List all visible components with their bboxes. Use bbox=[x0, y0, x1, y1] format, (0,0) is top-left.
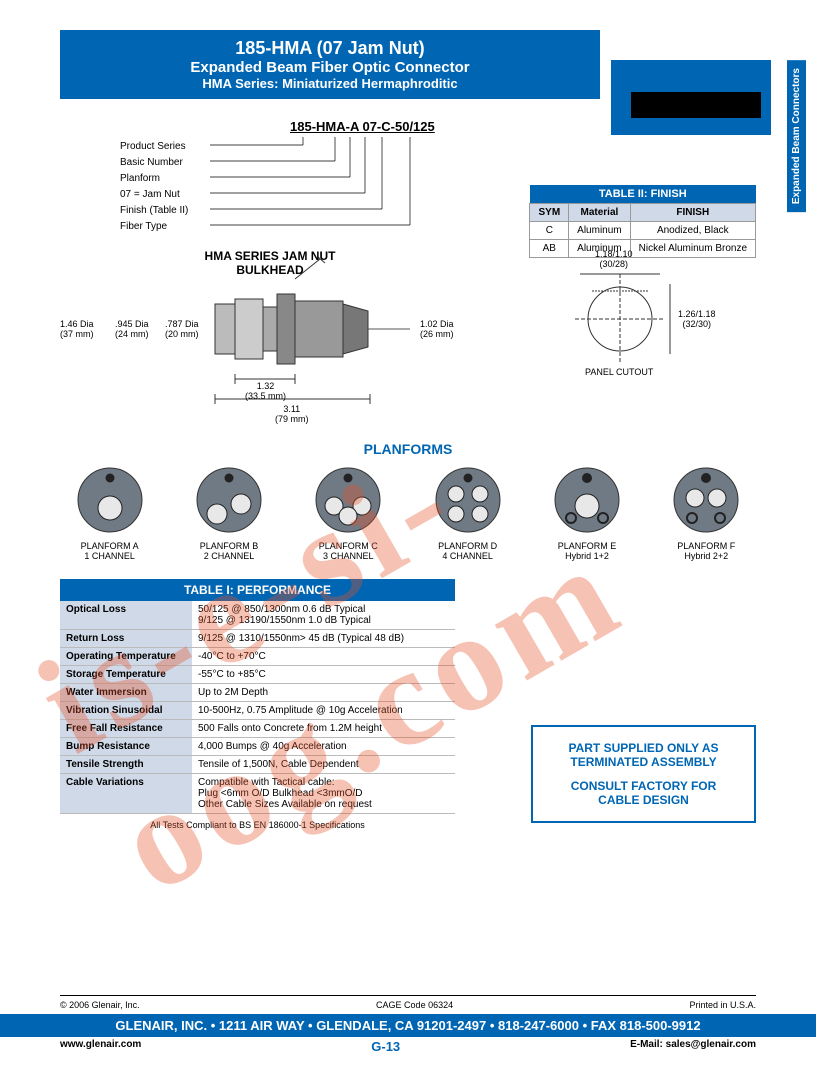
finish-h2: FINISH bbox=[630, 204, 755, 222]
perf-note: All Tests Compliant to BS EN 186000-1 Sp… bbox=[60, 820, 455, 830]
finish-r0c1: Aluminum bbox=[569, 222, 630, 240]
footer: © 2006 Glenair, Inc. CAGE Code 06324 Pri… bbox=[0, 995, 816, 1056]
performance-table: TABLE I: PERFORMANCE Optical Loss50/125 … bbox=[60, 579, 455, 814]
dim-d2: .945 Dia (24 mm) bbox=[115, 319, 149, 339]
perf-value-1: 9/125 @ 1310/1550nm> 45 dB (Typical 48 d… bbox=[192, 630, 455, 648]
part-number-lines bbox=[210, 137, 460, 247]
perf-value-4: Up to 2M Depth bbox=[192, 684, 455, 702]
header-bar: 185-HMA (07 Jam Nut) Expanded Beam Fiber… bbox=[60, 30, 600, 99]
perf-value-5: 10-500Hz, 0.75 Amplitude @ 10g Accelerat… bbox=[192, 702, 455, 720]
perf-value-9: Compatible with Tactical cable: Plug <6m… bbox=[192, 774, 455, 814]
factory-line1: PART SUPPLIED ONLY AS TERMINATED ASSEMBL… bbox=[551, 741, 736, 769]
perf-value-7: 4,000 Bumps @ 40g Acceleration bbox=[192, 738, 455, 756]
footer-address-bar: GLENAIR, INC. • 1211 AIR WAY • GLENDALE,… bbox=[0, 1014, 816, 1037]
header-line3: HMA Series: Miniaturized Hermaphroditic bbox=[80, 76, 580, 91]
finish-table: TABLE II: FINISH SYM Material FINISH C A… bbox=[529, 185, 756, 258]
diagram-section: HMA SERIES JAM NUT BULKHEAD 1.46 D bbox=[60, 249, 756, 429]
perf-label-8: Tensile Strength bbox=[60, 756, 192, 774]
perf-label-9: Cable Variations bbox=[60, 774, 192, 814]
pn-label-4: Finish (Table II) bbox=[120, 203, 188, 219]
dim-cutlabel: PANEL CUTOUT bbox=[585, 367, 653, 377]
perf-value-0: 50/125 @ 850/1300nm 0.6 dB Typical 9/125… bbox=[192, 601, 455, 630]
footer-sub: www.glenair.com G-13 E-Mail: sales@glena… bbox=[0, 1037, 816, 1056]
black-logo-box bbox=[631, 92, 761, 118]
planforms-row: PLANFORM A1 CHANNEL PLANFORM B2 CHANNEL PL… bbox=[50, 465, 766, 561]
header-line1: 185-HMA (07 Jam Nut) bbox=[80, 38, 580, 59]
perf-label-2: Operating Temperature bbox=[60, 648, 192, 666]
planform-1: PLANFORM B2 CHANNEL bbox=[194, 465, 264, 561]
perf-value-6: 500 Falls onto Concrete from 1.2M height bbox=[192, 720, 455, 738]
perf-label-5: Vibration Sinusoidal bbox=[60, 702, 192, 720]
footer-web: www.glenair.com bbox=[60, 1039, 141, 1054]
dim-d5: 1.32 (33.5 mm) bbox=[245, 381, 286, 401]
finish-r0c2: Anodized, Black bbox=[630, 222, 755, 240]
perf-title: TABLE I: PERFORMANCE bbox=[60, 579, 455, 601]
dim-d4: 1.02 Dia (26 mm) bbox=[420, 319, 454, 339]
perf-value-3: -55°C to +85°C bbox=[192, 666, 455, 684]
part-number-code: 185-HMA-A 07-C-50/125 bbox=[290, 119, 435, 134]
dim-d3: .787 Dia (20 mm) bbox=[165, 319, 199, 339]
planform-2: PLANFORM C3 CHANNEL bbox=[313, 465, 383, 561]
dim-d6: 3.11 (79 mm) bbox=[275, 404, 309, 424]
footer-page: G-13 bbox=[371, 1039, 400, 1054]
pn-label-0: Product Series bbox=[120, 139, 188, 155]
finish-r0c0: C bbox=[530, 222, 569, 240]
factory-line2: CONSULT FACTORY FOR CABLE DESIGN bbox=[551, 779, 736, 807]
perf-value-2: -40°C to +70°C bbox=[192, 648, 455, 666]
perf-label-0: Optical Loss bbox=[60, 601, 192, 630]
planforms-title: PLANFORMS bbox=[0, 441, 816, 457]
perf-label-3: Storage Temperature bbox=[60, 666, 192, 684]
perf-label-1: Return Loss bbox=[60, 630, 192, 648]
diagram-title: HMA SERIES JAM NUT BULKHEAD bbox=[195, 249, 345, 277]
perf-label-4: Water Immersion bbox=[60, 684, 192, 702]
dim-cuth: 1.26/1.18 (32/30) bbox=[678, 309, 716, 329]
finish-h1: Material bbox=[569, 204, 630, 222]
finish-h0: SYM bbox=[530, 204, 569, 222]
footer-cage: CAGE Code 06324 bbox=[376, 1000, 453, 1010]
footer-info-line: © 2006 Glenair, Inc. CAGE Code 06324 Pri… bbox=[60, 995, 756, 1010]
part-number-labels: Product Series Basic Number Planform 07 … bbox=[120, 139, 188, 235]
footer-email: E-Mail: sales@glenair.com bbox=[630, 1039, 756, 1054]
finish-table-title: TABLE II: FINISH bbox=[530, 185, 756, 204]
footer-copyright: © 2006 Glenair, Inc. bbox=[60, 1000, 140, 1010]
perf-label-7: Bump Resistance bbox=[60, 738, 192, 756]
planform-5: PLANFORM FHybrid 2+2 bbox=[671, 465, 741, 561]
planform-0: PLANFORM A1 CHANNEL bbox=[75, 465, 145, 561]
pn-label-2: Planform bbox=[120, 171, 188, 187]
header-line2: Expanded Beam Fiber Optic Connector bbox=[80, 59, 580, 76]
footer-printed: Printed in U.S.A. bbox=[689, 1000, 756, 1010]
pn-label-3: 07 = Jam Nut bbox=[120, 187, 188, 203]
side-tab: Expanded Beam Connectors bbox=[787, 60, 806, 212]
planform-3: PLANFORM D4 CHANNEL bbox=[433, 465, 503, 561]
dim-d1: 1.46 Dia (37 mm) bbox=[60, 319, 94, 339]
pn-label-1: Basic Number bbox=[120, 155, 188, 171]
pn-label-5: Fiber Type bbox=[120, 219, 188, 235]
factory-notice: PART SUPPLIED ONLY AS TERMINATED ASSEMBL… bbox=[531, 725, 756, 823]
perf-label-6: Free Fall Resistance bbox=[60, 720, 192, 738]
perf-value-8: Tensile of 1,500N, Cable Dependent bbox=[192, 756, 455, 774]
dim-cutw: 1.18/1.10 (30/28) bbox=[595, 249, 633, 269]
planform-4: PLANFORM EHybrid 1+2 bbox=[552, 465, 622, 561]
